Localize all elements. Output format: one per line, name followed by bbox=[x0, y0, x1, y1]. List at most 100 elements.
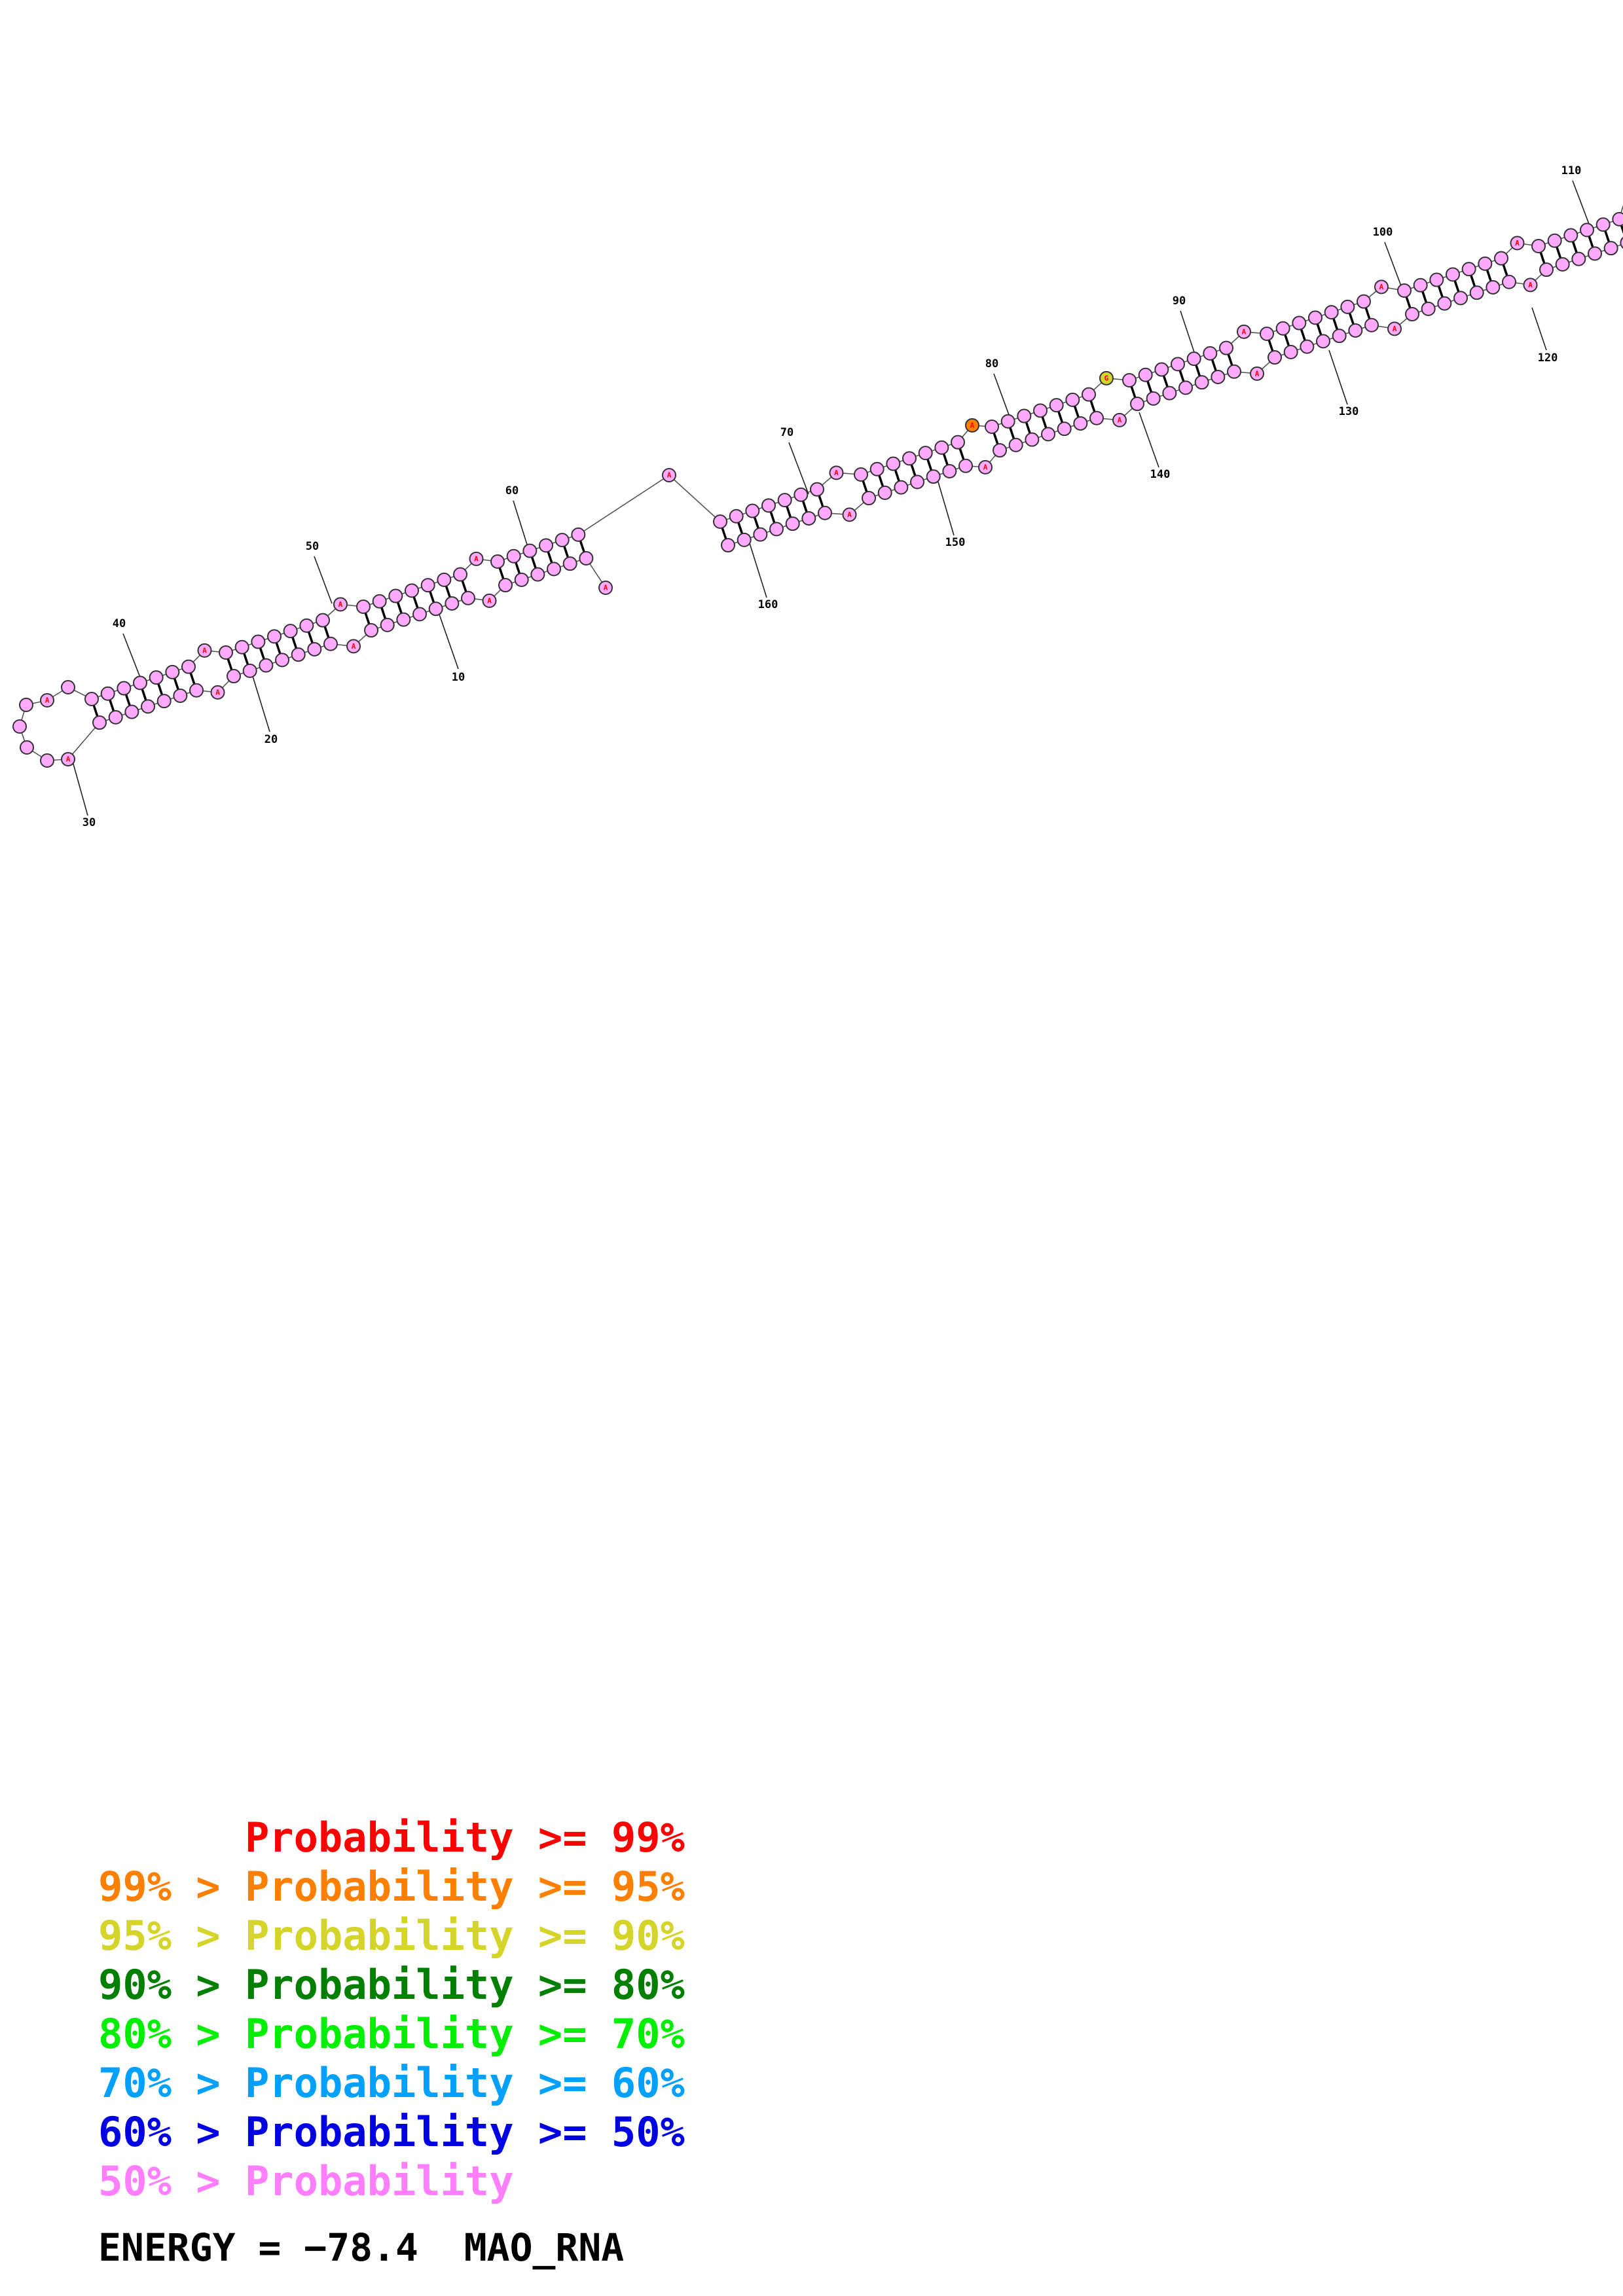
nucleotide bbox=[753, 527, 768, 542]
position-tick bbox=[122, 633, 143, 685]
nucleotide-letter: A bbox=[1393, 325, 1397, 333]
position-label-20: 20 bbox=[264, 733, 278, 746]
legend-right-value: 99% bbox=[611, 1814, 685, 1861]
nucleotide-letter: A bbox=[1118, 416, 1122, 424]
nucleotide: A bbox=[469, 551, 484, 566]
nucleotide-circle bbox=[84, 692, 99, 706]
legend-label: Probability bbox=[244, 1961, 514, 2009]
nucleotide bbox=[141, 699, 156, 714]
nucleotide-circle bbox=[1032, 403, 1048, 418]
nucleotide: A bbox=[1236, 324, 1251, 339]
nucleotide-circle bbox=[877, 485, 892, 500]
nucleotide-circle bbox=[1138, 367, 1153, 382]
nucleotide bbox=[181, 659, 196, 674]
nucleotide-circle bbox=[769, 522, 784, 537]
legend-ge: >= bbox=[513, 1912, 611, 1960]
nucleotide bbox=[1547, 233, 1562, 248]
nucleotide-circle bbox=[1596, 217, 1611, 232]
nucleotide-circle bbox=[1099, 370, 1114, 386]
nucleotide-circle bbox=[1620, 236, 1623, 249]
nucleotide-letter: A bbox=[474, 554, 479, 563]
nucleotide-letter: A bbox=[667, 471, 672, 480]
nucleotide-letter: A bbox=[215, 688, 220, 696]
nucleotide bbox=[92, 715, 107, 730]
nucleotide bbox=[1539, 262, 1554, 278]
nucleotide-circle bbox=[598, 581, 613, 595]
nucleotide-letter: A bbox=[487, 596, 492, 605]
nucleotide-circle bbox=[266, 629, 282, 644]
legend-label: Probability bbox=[244, 2010, 514, 2058]
nucleotide-circle bbox=[1324, 305, 1339, 320]
nucleotide-letter: A bbox=[1379, 283, 1384, 291]
nucleotide: A bbox=[1523, 278, 1538, 293]
nucleotide bbox=[1194, 375, 1209, 390]
legend-left-value: 80% bbox=[98, 2010, 172, 2058]
nucleotide-circle bbox=[1603, 241, 1618, 256]
nucleotide-circle bbox=[189, 683, 204, 698]
nucleotide-circle bbox=[1283, 344, 1298, 359]
nucleotide bbox=[1081, 387, 1096, 402]
position-tick bbox=[1531, 307, 1547, 351]
nucleotide bbox=[1065, 392, 1080, 407]
nucleotide-circle bbox=[785, 516, 800, 531]
nucleotide-circle bbox=[61, 752, 75, 766]
backbone-link bbox=[577, 475, 670, 535]
position-tick bbox=[1572, 180, 1592, 230]
nucleotide-circle bbox=[926, 469, 941, 484]
nucleotide bbox=[1260, 327, 1274, 341]
nucleotide-circle bbox=[40, 693, 54, 708]
nucleotide bbox=[793, 487, 809, 502]
nucleotide-circle bbox=[197, 643, 212, 658]
nucleotide-circle bbox=[1356, 294, 1371, 309]
nucleotide-circle bbox=[801, 511, 816, 526]
legend-label: Probability bbox=[244, 1912, 514, 1960]
nucleotide-circle bbox=[1300, 339, 1315, 354]
nucleotide-circle bbox=[428, 601, 443, 617]
nucleotide bbox=[132, 675, 147, 691]
nucleotide-circle bbox=[181, 659, 196, 674]
nucleotide bbox=[1588, 246, 1603, 261]
nucleotide-letter: G bbox=[1104, 374, 1109, 382]
nucleotide bbox=[769, 522, 784, 537]
nucleotide bbox=[1596, 217, 1611, 232]
legend-right-value: 80% bbox=[611, 1961, 685, 2009]
nucleotide-circle bbox=[1429, 272, 1444, 287]
legend-row-2: 95% > Probability >= 90% bbox=[98, 1911, 685, 1960]
nucleotide-letter: A bbox=[604, 584, 608, 592]
position-label-80: 80 bbox=[985, 357, 998, 370]
nucleotide bbox=[958, 458, 974, 473]
position-tick bbox=[251, 673, 270, 732]
legend-ge: >= bbox=[513, 2059, 611, 2107]
nucleotide bbox=[189, 683, 204, 698]
nucleotide bbox=[100, 686, 115, 701]
nucleotide-circle bbox=[251, 634, 266, 649]
nucleotide bbox=[745, 503, 760, 518]
nucleotide bbox=[1493, 251, 1508, 266]
nucleotide-circle bbox=[1493, 251, 1508, 266]
nucleotide-circle bbox=[1112, 412, 1127, 427]
nucleotide: A bbox=[978, 459, 993, 475]
legend-right-value: 95% bbox=[611, 1863, 685, 1910]
nucleotide bbox=[372, 594, 387, 609]
nucleotide bbox=[412, 607, 428, 622]
nucleotide bbox=[1453, 291, 1468, 306]
nucleotide bbox=[1563, 228, 1578, 243]
legend-gt: > bbox=[171, 1912, 245, 1960]
nucleotide-circle bbox=[1236, 324, 1251, 339]
nucleotide-circle bbox=[1292, 315, 1307, 331]
nucleotide bbox=[1461, 262, 1476, 277]
nucleotide bbox=[785, 516, 800, 531]
position-label-100: 100 bbox=[1373, 226, 1393, 239]
nucleotide bbox=[918, 446, 933, 461]
nucleotide: A bbox=[1387, 321, 1402, 336]
nucleotide bbox=[1397, 283, 1412, 298]
nucleotide-circle bbox=[173, 688, 188, 703]
nucleotide-circle bbox=[117, 681, 132, 696]
legend-left-value: 60% bbox=[98, 2108, 172, 2156]
legend-label: Probability bbox=[244, 1863, 514, 1910]
nucleotide bbox=[234, 639, 249, 655]
nucleotide bbox=[490, 554, 505, 569]
energy-value: −78.4 bbox=[304, 2225, 418, 2270]
nucleotide-circle bbox=[1049, 398, 1064, 413]
nucleotide-letter: A bbox=[1528, 281, 1533, 289]
